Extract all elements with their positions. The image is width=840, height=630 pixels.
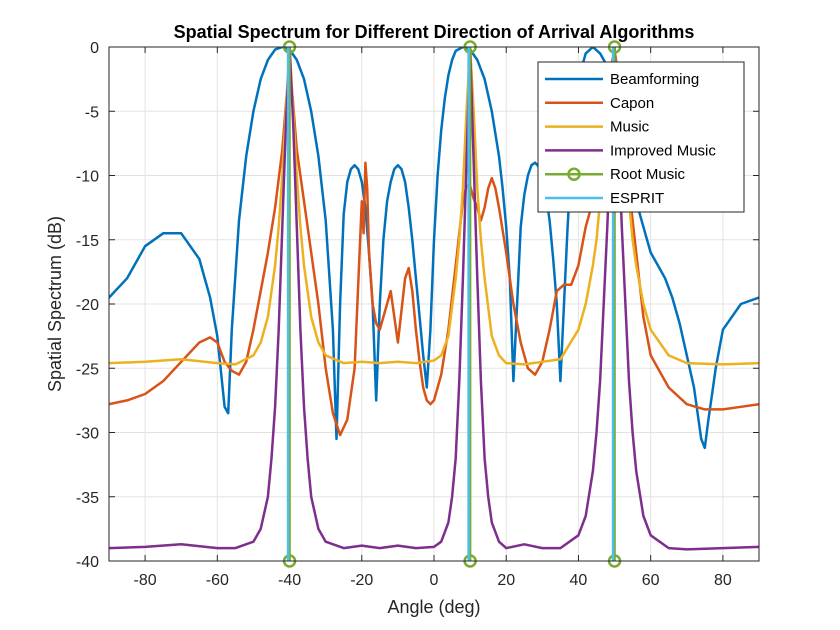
x-tick-label: 20 <box>497 572 515 589</box>
legend-label-improved-music: Improved Music <box>610 142 716 159</box>
y-tick-label: -15 <box>76 233 99 250</box>
legend-label-music: Music <box>610 119 650 136</box>
x-tick-label: -40 <box>278 572 301 589</box>
x-axis-label: Angle (deg) <box>387 597 480 617</box>
x-tick-label: -60 <box>206 572 229 589</box>
x-tick-label: 40 <box>570 572 588 589</box>
y-tick-label: 0 <box>90 40 99 57</box>
x-tick-label: 80 <box>714 572 732 589</box>
legend-label-beamforming: Beamforming <box>610 71 699 88</box>
y-tick-label: -10 <box>76 169 99 186</box>
y-tick-label: -25 <box>76 361 99 378</box>
legend-label-root-music: Root Music <box>610 166 686 183</box>
y-tick-label: -30 <box>76 426 99 443</box>
ticks: -80 -60 -40 -20 0 20 40 60 80 0 -5 -10 -15 -20 -25 -30 -… <box>76 40 759 589</box>
grid <box>109 46 759 562</box>
legend-marker-root-music <box>567 167 581 181</box>
y-tick-label: -35 <box>76 490 99 507</box>
y-tick-label: -40 <box>76 554 99 571</box>
x-tick-label: 0 <box>430 572 439 589</box>
chart-title: Spatial Spectrum for Different Direction… <box>174 22 695 42</box>
axes-box <box>108 46 760 562</box>
legend-label-esprit: ESPRIT <box>610 190 664 207</box>
y-tick-label: -5 <box>85 104 99 121</box>
legend-box <box>537 61 745 213</box>
x-tick-label: -80 <box>134 572 157 589</box>
x-tick-label: 60 <box>642 572 660 589</box>
legend: Beamforming Capon Music Improved Music Root … <box>537 61 745 213</box>
y-axis-label: Spatial Spectrum (dB) <box>45 216 65 392</box>
legend-label-capon: Capon <box>610 95 654 112</box>
y-tick-label: -20 <box>76 297 99 314</box>
x-tick-label: -20 <box>350 572 373 589</box>
